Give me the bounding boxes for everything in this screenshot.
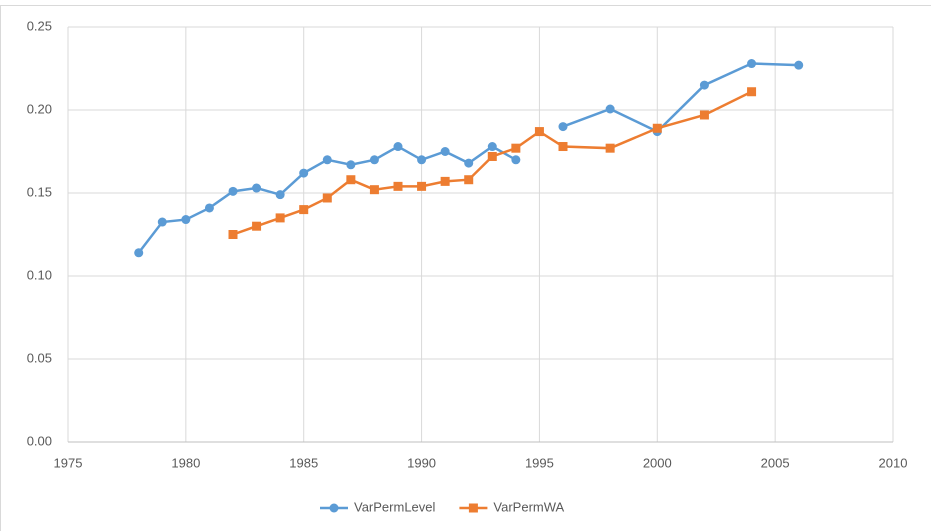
data-point xyxy=(747,59,757,69)
legend-label: VarPermLevel xyxy=(354,499,436,514)
data-point xyxy=(440,147,450,156)
data-point xyxy=(228,230,238,239)
y-tick-label: 0.00 xyxy=(27,433,52,448)
data-point xyxy=(699,110,709,120)
x-tick-label: 1995 xyxy=(525,455,554,470)
chart-frame xyxy=(0,5,931,531)
data-point xyxy=(252,183,262,193)
y-tick-label: 0.15 xyxy=(27,184,52,199)
x-tick-label: 1985 xyxy=(289,455,318,470)
legend-marker xyxy=(468,503,478,513)
x-tick-label: 2010 xyxy=(879,455,908,470)
data-point xyxy=(369,185,379,195)
data-point xyxy=(699,80,709,90)
data-point xyxy=(511,143,521,153)
legend-label: VarPermWA xyxy=(493,499,564,514)
data-point xyxy=(558,122,568,132)
data-point xyxy=(157,217,167,227)
data-point xyxy=(558,142,568,152)
data-point xyxy=(605,143,615,153)
data-point xyxy=(440,176,450,186)
data-point xyxy=(393,142,403,152)
data-point xyxy=(204,203,214,213)
x-tick-label: 1990 xyxy=(407,455,436,470)
data-point xyxy=(464,175,474,185)
x-tick-label: 1980 xyxy=(171,455,200,470)
data-point xyxy=(534,127,544,137)
data-point xyxy=(181,215,191,225)
series-line xyxy=(137,62,799,254)
data-point xyxy=(346,175,356,185)
data-point xyxy=(346,160,356,170)
x-tick-label: 2005 xyxy=(761,455,790,470)
y-tick-label: 0.20 xyxy=(27,101,52,116)
data-point xyxy=(605,104,615,114)
data-point xyxy=(275,213,285,223)
data-point xyxy=(464,158,474,168)
y-tick-label: 0.25 xyxy=(27,18,52,33)
data-point xyxy=(794,60,804,70)
x-tick-label: 1975 xyxy=(54,455,83,470)
data-point xyxy=(134,248,144,258)
data-point xyxy=(747,87,757,97)
data-point xyxy=(417,181,427,191)
data-point xyxy=(228,186,238,196)
data-point xyxy=(652,123,662,133)
data-point xyxy=(322,155,332,165)
x-tick-label: 2000 xyxy=(643,455,672,470)
y-tick-label: 0.05 xyxy=(27,350,52,365)
data-point xyxy=(511,155,521,165)
data-point xyxy=(393,181,403,191)
data-point xyxy=(369,155,379,165)
data-point xyxy=(487,151,497,161)
data-point xyxy=(252,221,262,231)
data-point xyxy=(299,168,309,178)
y-tick-label: 0.10 xyxy=(27,267,52,282)
data-point xyxy=(487,142,497,152)
data-point xyxy=(417,155,427,165)
data-point xyxy=(275,190,285,200)
legend-marker xyxy=(329,503,339,513)
data-point xyxy=(299,205,309,215)
series-line xyxy=(232,90,753,236)
data-point xyxy=(322,193,332,203)
